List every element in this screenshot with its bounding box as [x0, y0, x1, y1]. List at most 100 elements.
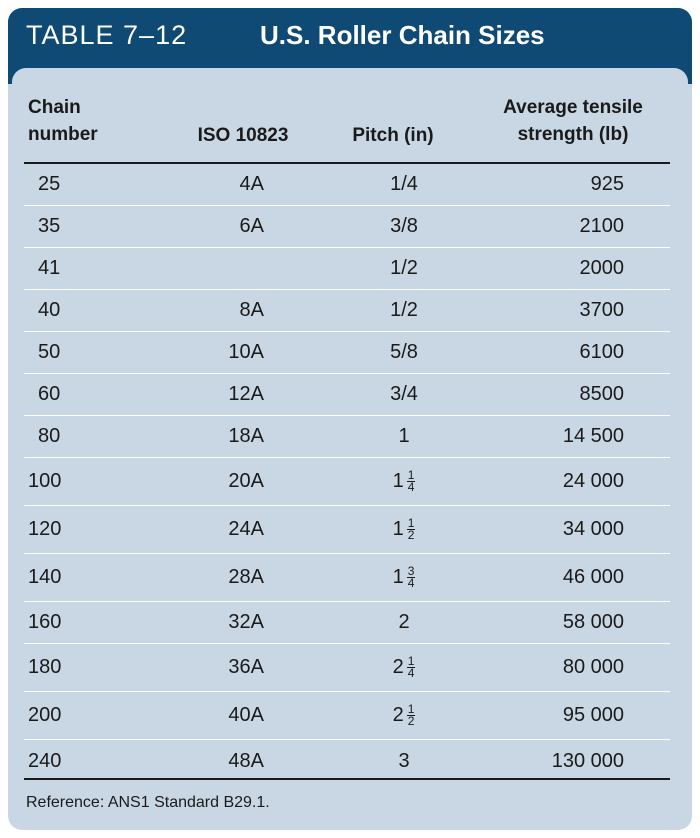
fraction-whole: 2 — [392, 704, 404, 726]
column-header-tensile: Average tensile strength (lb) — [478, 94, 668, 148]
header-tail — [8, 68, 692, 100]
cell-pitch: 5/8 — [390, 341, 418, 363]
table-title: U.S. Roller Chain Sizes — [260, 20, 545, 50]
cell-chain-number: 140 — [28, 566, 62, 588]
cell-tensile-strength: 8500 — [579, 383, 625, 405]
header-cutout — [12, 68, 688, 100]
cell-chain-number: 160 — [28, 611, 62, 633]
cell-pitch: 1/2 — [390, 299, 418, 321]
cell-iso: 28A — [228, 566, 264, 588]
cell-tensile-strength: 925 — [590, 173, 624, 195]
cell-tensile-strength: 58 000 — [562, 611, 624, 633]
table-row: 140 28A 1 3 4 46 000 — [24, 554, 670, 602]
column-header-label: Chain number — [28, 97, 98, 145]
fraction-whole: 1 — [392, 518, 404, 540]
cell-tensile-strength: 24 000 — [562, 470, 624, 492]
cell-tensile-strength: 95 000 — [562, 704, 624, 726]
cell-chain-number: 120 — [28, 518, 62, 540]
cell-iso: 10A — [228, 341, 264, 363]
cell-pitch: 1/4 — [390, 173, 418, 195]
cell-chain-number: 240 — [28, 749, 62, 772]
cell-iso: 40A — [228, 704, 264, 726]
cell-chain-number: 50 — [38, 341, 61, 363]
reference-note: Reference: ANS1 Standard B29.1. — [26, 794, 270, 811]
fraction-numerator: 1 — [406, 468, 416, 482]
fraction-denominator: 4 — [407, 576, 415, 590]
table-row: 100 20A 1 1 4 24 000 — [24, 458, 670, 506]
cell-pitch: 3/8 — [390, 215, 418, 237]
cell-iso: 20A — [228, 470, 264, 492]
fraction-denominator: 4 — [407, 666, 415, 680]
column-header-iso: ISO 10823 — [197, 125, 289, 146]
cell-chain-number: 100 — [28, 470, 62, 492]
table-row: 40 8A 1/2 3700 — [24, 290, 670, 332]
cell-chain-number: 60 — [38, 383, 61, 405]
cell-iso: 32A — [228, 611, 264, 633]
fraction-numerator: 3 — [406, 564, 416, 578]
table-header: TABLE 7–12 U.S. Roller Chain Sizes — [8, 8, 692, 68]
column-header-pitch: Pitch (in) — [352, 125, 434, 146]
fraction-denominator: 2 — [407, 528, 415, 542]
bottom-rule — [24, 778, 670, 780]
fraction-denominator: 4 — [407, 480, 415, 494]
cell-tensile-strength: 34 000 — [562, 518, 624, 540]
cell-pitch: 3 — [398, 749, 410, 772]
fraction-whole: 1 — [392, 566, 404, 588]
table-panel: TABLE 7–12 U.S. Roller Chain Sizes Chain… — [8, 8, 692, 830]
header-rule — [24, 162, 670, 164]
cell-iso — [164, 248, 264, 289]
cell-chain-number: 25 — [38, 173, 61, 195]
column-header-chain-number: Chain number — [28, 94, 138, 148]
cell-tensile-strength: 2100 — [579, 215, 625, 237]
fraction-numerator: 1 — [406, 516, 416, 530]
cell-tensile-strength: 3700 — [579, 299, 625, 321]
cell-iso: 36A — [228, 656, 264, 678]
table-row: 200 40A 2 1 2 95 000 — [24, 692, 670, 740]
cell-pitch: 1 — [398, 425, 410, 447]
cell-tensile-strength: 14 500 — [562, 425, 624, 447]
cell-chain-number: 80 — [38, 425, 61, 447]
table-row: 120 24A 1 1 2 34 000 — [24, 506, 670, 554]
cell-pitch: 1/2 — [390, 257, 418, 279]
table-row: 180 36A 2 1 4 80 000 — [24, 644, 670, 692]
cell-pitch: 3/4 — [390, 383, 418, 405]
table-row: 80 18A 1 14 500 — [24, 416, 670, 458]
cell-chain-number: 200 — [28, 704, 62, 726]
table-row: 50 10A 5/8 6100 — [24, 332, 670, 374]
fraction-numerator: 1 — [406, 654, 416, 668]
cell-iso: 8A — [239, 299, 264, 321]
fraction-denominator: 2 — [407, 714, 415, 728]
table-row: 41 1/2 2000 — [24, 248, 670, 290]
table-body: 25 4A 1/4 925 35 6A 3/8 2100 41 1/2 2000 40 8A 1/2 370… — [24, 164, 670, 782]
cell-chain-number: 35 — [38, 215, 61, 237]
cell-iso: 12A — [228, 383, 264, 405]
cell-iso: 4A — [239, 173, 264, 195]
cell-tensile-strength: 46 000 — [562, 566, 624, 588]
fraction-numerator: 1 — [406, 702, 416, 716]
cell-tensile-strength: 6100 — [579, 341, 625, 363]
table-row: 35 6A 3/8 2100 — [24, 206, 670, 248]
cell-chain-number: 40 — [38, 299, 61, 321]
table-row: 160 32A 2 58 000 — [24, 602, 670, 644]
fraction-whole: 1 — [392, 470, 404, 492]
cell-tensile-strength: 80 000 — [562, 656, 624, 678]
cell-chain-number: 180 — [28, 656, 62, 678]
cell-tensile-strength: 2000 — [579, 257, 625, 279]
column-header-label: Average tensile strength (lb) — [503, 97, 643, 145]
cell-pitch: 2 — [398, 611, 410, 633]
cell-iso: 24A — [228, 518, 264, 540]
